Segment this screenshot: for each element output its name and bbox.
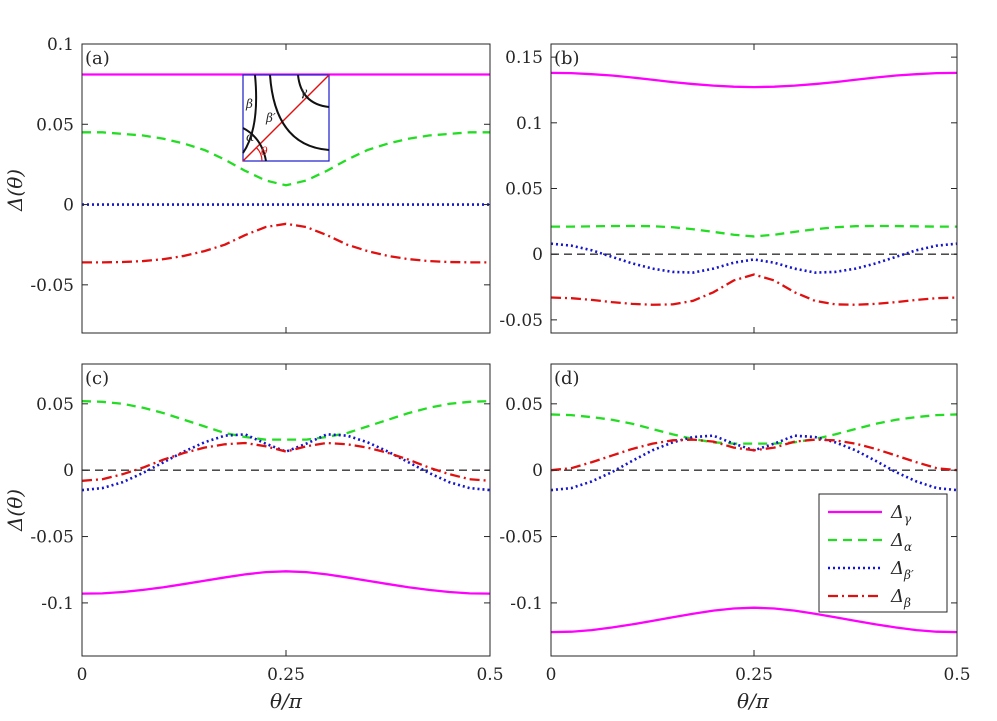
inset-beta-prime-sheet (269, 74, 330, 151)
series-line-gamma (550, 71, 958, 89)
series-line-alpha (551, 224, 957, 238)
y-tick-label: -0.1 (510, 594, 543, 614)
panel-label: (d) (554, 368, 580, 389)
y-tick-label: 0.05 (505, 395, 543, 415)
series-line-gamma (550, 606, 958, 634)
y-tick-label: 0 (532, 245, 543, 265)
inset-alpha-pocket (242, 127, 267, 162)
x-tick-label: 0 (546, 665, 557, 685)
inset-label-beta-prime: β′ (265, 111, 276, 125)
y-tick-label: 0 (63, 196, 74, 216)
panel-d: 0 0.25 0.5 -0.1 -0.05 0 0.05 (d) (499, 363, 971, 685)
inset-label-beta: β (245, 97, 253, 111)
x-axis-label-left: θ/π (270, 689, 303, 713)
panel-label: (b) (554, 48, 580, 69)
y-tick-label: -0.05 (499, 311, 543, 331)
inset-label-gamma: γ (300, 85, 308, 99)
legend-subscript: α (904, 540, 912, 554)
y-tick-label: -0.05 (30, 528, 74, 548)
legend-subscript: γ (904, 512, 912, 526)
y-tick-label: 0.05 (36, 395, 74, 415)
panels: -0.05 0 0.05 0.1 (a) -0.05 0 0.05 0.1 0.15 (b) 0 0.2… (30, 35, 970, 685)
y-tick-label: 0.15 (505, 48, 543, 68)
series-line-betap (81, 433, 491, 492)
legend-subscript: β′ (903, 568, 914, 582)
series-line-beta (550, 438, 958, 472)
x-tick-label: 0.25 (267, 665, 305, 685)
legend-subscript: β (903, 596, 911, 610)
inset-gamma-sheet (297, 74, 330, 108)
y-tick-label: -0.05 (499, 528, 543, 548)
y-tick-label: 0.05 (36, 115, 74, 135)
x-axis-label-right: θ/π (737, 689, 770, 713)
series-line-gamma (81, 570, 491, 595)
legend-box (818, 493, 948, 613)
inset-label-theta: θ (261, 145, 268, 158)
x-tick-label: 0.5 (476, 665, 503, 685)
y-tick-label: -0.1 (41, 594, 74, 614)
series-line-beta (82, 222, 490, 264)
panel-b: -0.05 0 0.05 0.1 0.15 (b) (499, 43, 958, 334)
panel-label: (a) (85, 48, 110, 69)
series-line-alpha (550, 413, 958, 445)
inset-beta-sheet (242, 74, 258, 154)
series-line-beta (81, 441, 491, 482)
inset-label-alpha: α (246, 130, 254, 144)
y-tick-label: 0 (63, 461, 74, 481)
series-line-betap (550, 242, 958, 274)
series-line-betap (550, 434, 958, 492)
inset-theta-arc (255, 147, 263, 162)
fermi-surface-inset: γ β β′ α θ (242, 74, 330, 162)
series-line-alpha (82, 131, 490, 187)
x-tick-label: 0 (77, 665, 88, 685)
y-tick-label: 0 (532, 461, 543, 481)
panel-label: (c) (85, 368, 109, 389)
y-axis-label-bottom: Δ(θ) (3, 489, 27, 532)
panel-a: -0.05 0 0.05 0.1 (a) (30, 35, 491, 334)
inset-diagonal (242, 74, 330, 162)
y-tick-label: 0.1 (47, 35, 74, 55)
y-axis-label-top: Δ(θ) (3, 169, 27, 212)
panel-c: 0 0.25 0.5 -0.1 -0.05 0 0.05 (c) (30, 363, 504, 685)
x-tick-label: 0.5 (943, 665, 970, 685)
series-line-beta (550, 273, 958, 306)
series-line-alpha (81, 400, 491, 441)
y-tick-label: 0.05 (505, 180, 543, 200)
y-tick-label: -0.05 (30, 276, 74, 296)
x-tick-label: 0.25 (735, 665, 773, 685)
y-tick-label: 0.1 (516, 114, 543, 134)
